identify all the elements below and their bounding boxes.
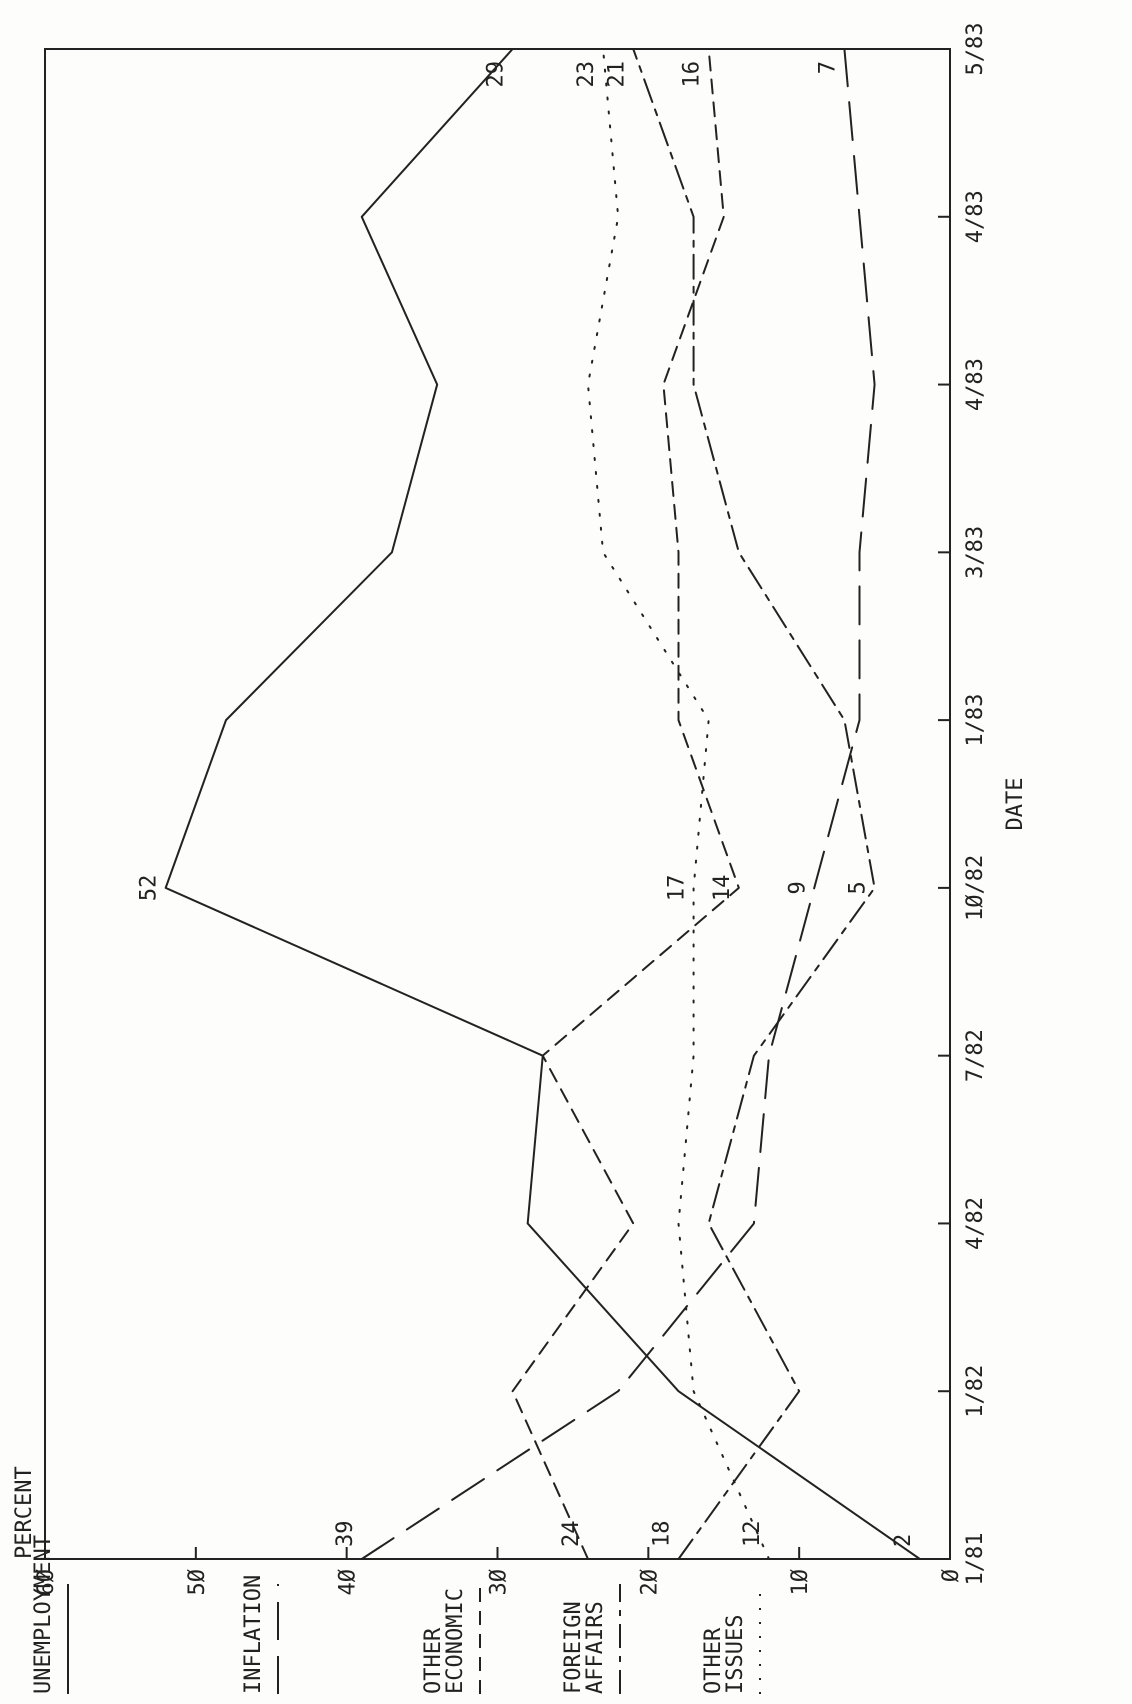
data-label: 52 bbox=[137, 875, 162, 902]
rotated-chart-group: Ø 1Ø 2Ø 3Ø 4Ø 5Ø 6Ø 1/81 1/82 4/82 7/82 1Ø/82 1/83 3… bbox=[12, 23, 1028, 1694]
data-label: 17 bbox=[665, 875, 690, 902]
x-tick-label: 4/83 bbox=[963, 358, 988, 411]
data-label: 21 bbox=[604, 61, 629, 88]
data-label: 2 bbox=[891, 1534, 916, 1547]
y-tick-label: 1Ø bbox=[788, 1569, 813, 1596]
y-tick-label: Ø bbox=[939, 1569, 964, 1582]
legend-label: OTHER bbox=[421, 1627, 446, 1694]
series-line-other-issues bbox=[587, 48, 770, 1560]
data-label: 39 bbox=[333, 1521, 358, 1548]
legend-item: INFLATION bbox=[241, 1575, 279, 1694]
x-tick-label: 1Ø/82 bbox=[963, 855, 988, 921]
y-tick-label: 2Ø bbox=[637, 1569, 662, 1596]
x-tick-label: 5/83 bbox=[963, 23, 988, 76]
x-tick-label: 4/83 bbox=[963, 190, 988, 243]
data-label: 7 bbox=[815, 61, 840, 74]
legend-label: ECONOMIC bbox=[443, 1588, 468, 1694]
data-label: 29 bbox=[484, 61, 509, 88]
legend-label: UNEMPLOYMENT bbox=[31, 1535, 56, 1694]
data-label-layer: 2 52 29 39 9 7 24 14 16 18 5 21 12 17 23 bbox=[137, 61, 916, 1547]
data-label: 5 bbox=[846, 881, 871, 894]
legend-label: OTHER bbox=[701, 1627, 726, 1694]
data-label: 14 bbox=[710, 875, 735, 902]
data-label: 23 bbox=[574, 61, 599, 88]
y-axis: Ø 1Ø 2Ø 3Ø 4Ø 5Ø 6Ø bbox=[34, 1547, 964, 1596]
y-tick-label: 5Ø bbox=[185, 1569, 210, 1596]
legend-label: FOREIGN bbox=[561, 1601, 586, 1694]
series-line-other-economic bbox=[511, 48, 740, 1560]
x-tick-label: 1/83 bbox=[963, 694, 988, 747]
y-tick-label: 3Ø bbox=[487, 1569, 512, 1596]
series-line-foreign-affairs bbox=[632, 48, 876, 1560]
legend-item: UNEMPLOYMENT bbox=[31, 1535, 69, 1694]
series-line-unemployment bbox=[164, 48, 921, 1560]
legend-label: AFFAIRS bbox=[583, 1601, 608, 1694]
legend-label: ISSUES bbox=[723, 1615, 748, 1694]
x-axis-label: DATE bbox=[1003, 778, 1028, 831]
series-line-inflation bbox=[360, 48, 876, 1560]
legend-label: INFLATION bbox=[241, 1575, 266, 1694]
x-tick-label: 1/81 bbox=[963, 1533, 988, 1586]
x-tick-label: 3/83 bbox=[963, 526, 988, 579]
data-label: 12 bbox=[740, 1521, 765, 1548]
data-label: 18 bbox=[650, 1521, 675, 1548]
data-label: 9 bbox=[785, 881, 810, 894]
y-tick-label: 6Ø bbox=[34, 1569, 59, 1596]
x-tick-label: 4/82 bbox=[963, 1197, 988, 1250]
data-label: 16 bbox=[680, 61, 705, 88]
data-label: 24 bbox=[559, 1521, 584, 1548]
x-tick-label: 1/82 bbox=[963, 1365, 988, 1418]
series-layer bbox=[164, 48, 921, 1560]
x-axis: 1/81 1/82 4/82 7/82 1Ø/82 1/83 3/83 4/83 4/83 5/8… bbox=[938, 23, 988, 1586]
y-axis-label: PERCENT bbox=[12, 1466, 37, 1559]
x-tick-label: 7/82 bbox=[963, 1029, 988, 1082]
plot-frame bbox=[44, 48, 951, 1560]
y-tick-label: 4Ø bbox=[336, 1569, 361, 1596]
